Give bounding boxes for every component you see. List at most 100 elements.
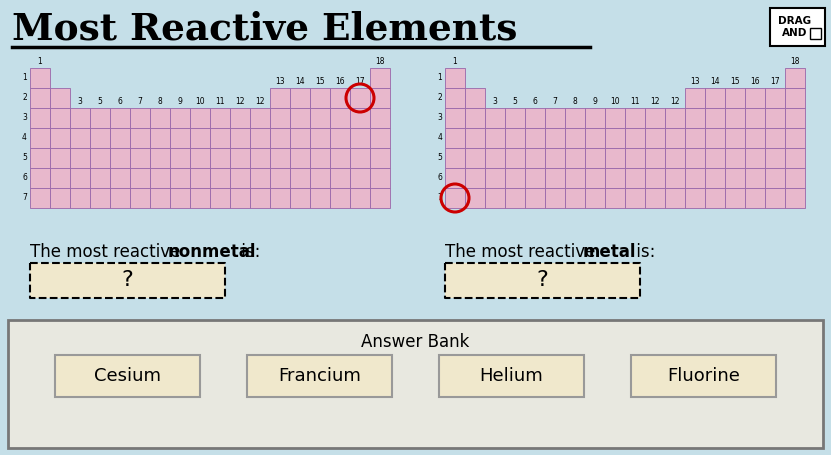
Bar: [770, 8, 825, 46]
Bar: [545, 108, 565, 128]
Bar: [545, 168, 565, 188]
Bar: [190, 128, 210, 148]
Bar: [505, 148, 525, 168]
Bar: [485, 188, 505, 208]
Bar: [290, 188, 310, 208]
Bar: [765, 128, 785, 148]
Bar: [150, 188, 170, 208]
Bar: [785, 88, 805, 108]
Bar: [545, 128, 565, 148]
Text: 15: 15: [730, 77, 740, 86]
Text: 11: 11: [630, 97, 640, 106]
Bar: [150, 168, 170, 188]
Bar: [150, 128, 170, 148]
Bar: [350, 168, 370, 188]
Bar: [665, 128, 685, 148]
Bar: [565, 128, 585, 148]
Text: 9: 9: [593, 97, 597, 106]
Text: 12: 12: [255, 97, 265, 106]
Bar: [90, 168, 110, 188]
Bar: [785, 148, 805, 168]
Bar: [685, 148, 705, 168]
Bar: [485, 128, 505, 148]
Text: DRAG: DRAG: [778, 16, 811, 26]
Bar: [230, 148, 250, 168]
Bar: [130, 168, 150, 188]
Bar: [170, 148, 190, 168]
Bar: [110, 108, 130, 128]
Bar: [70, 168, 90, 188]
Text: 1: 1: [22, 74, 27, 82]
Text: 8: 8: [573, 97, 578, 106]
Bar: [250, 108, 270, 128]
Bar: [585, 108, 605, 128]
Bar: [785, 188, 805, 208]
Bar: [290, 128, 310, 148]
Bar: [30, 68, 50, 88]
Text: 10: 10: [195, 97, 204, 106]
Bar: [725, 108, 745, 128]
Bar: [605, 148, 625, 168]
Text: 6: 6: [22, 173, 27, 182]
Text: 7: 7: [437, 193, 442, 202]
Text: 15: 15: [315, 77, 325, 86]
Bar: [705, 108, 725, 128]
Bar: [725, 148, 745, 168]
Bar: [90, 128, 110, 148]
Bar: [625, 148, 645, 168]
Bar: [90, 108, 110, 128]
Text: metal: metal: [583, 243, 637, 261]
Bar: [685, 128, 705, 148]
Text: 16: 16: [335, 77, 345, 86]
Text: 11: 11: [215, 97, 224, 106]
Bar: [505, 168, 525, 188]
Bar: [270, 108, 290, 128]
Bar: [170, 168, 190, 188]
Bar: [465, 88, 485, 108]
Bar: [725, 168, 745, 188]
Bar: [290, 88, 310, 108]
Bar: [30, 148, 50, 168]
Bar: [685, 108, 705, 128]
Bar: [310, 168, 330, 188]
Bar: [330, 188, 350, 208]
Bar: [765, 188, 785, 208]
Bar: [565, 108, 585, 128]
Text: Cesium: Cesium: [94, 367, 161, 385]
Text: 10: 10: [610, 97, 620, 106]
Text: 13: 13: [275, 77, 285, 86]
Bar: [705, 88, 725, 108]
Text: nonmetal: nonmetal: [168, 243, 257, 261]
Bar: [445, 168, 465, 188]
Bar: [485, 168, 505, 188]
Bar: [585, 148, 605, 168]
Text: 5: 5: [22, 153, 27, 162]
Bar: [725, 88, 745, 108]
Bar: [605, 128, 625, 148]
Bar: [330, 168, 350, 188]
Bar: [230, 168, 250, 188]
Bar: [370, 128, 390, 148]
Bar: [370, 68, 390, 88]
Text: The most reactive: The most reactive: [30, 243, 185, 261]
Bar: [190, 108, 210, 128]
Bar: [50, 108, 70, 128]
Bar: [465, 148, 485, 168]
Bar: [745, 88, 765, 108]
Bar: [30, 88, 50, 108]
Bar: [150, 148, 170, 168]
Bar: [130, 108, 150, 128]
Bar: [625, 128, 645, 148]
Bar: [190, 168, 210, 188]
Text: 5: 5: [513, 97, 518, 106]
Bar: [70, 188, 90, 208]
Text: 1: 1: [37, 57, 42, 66]
Bar: [505, 128, 525, 148]
Bar: [785, 68, 805, 88]
Bar: [250, 168, 270, 188]
Bar: [525, 108, 545, 128]
Text: Helium: Helium: [479, 367, 543, 385]
Bar: [8, 320, 823, 448]
Bar: [210, 108, 230, 128]
Bar: [310, 148, 330, 168]
